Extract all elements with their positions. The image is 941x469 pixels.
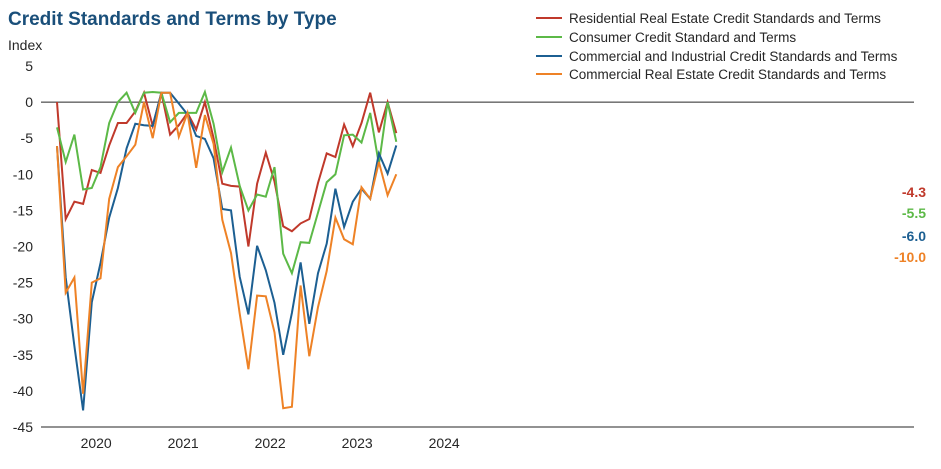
y-tick-label: -45	[13, 419, 33, 435]
legend-label-consumer: Consumer Credit Standard and Terms	[569, 30, 796, 45]
series-line-consumer	[56, 88, 398, 277]
y-tick-label: -40	[13, 383, 33, 399]
x-tick-label: 2021	[168, 435, 199, 451]
x-tick-label: 2022	[255, 435, 286, 451]
legend-label-cre: Commercial Real Estate Credit Standards …	[569, 67, 886, 82]
y-tick-label: -35	[13, 347, 33, 363]
y-tick-label: 0	[25, 94, 33, 110]
x-axis: 2020 2021 2022 2023 2024	[41, 101, 914, 451]
y-tick-label: -25	[13, 275, 33, 291]
x-tick-label: 2020	[81, 435, 112, 451]
x-tick-label: 2023	[342, 435, 373, 451]
end-label-cre: -10.0	[894, 249, 926, 265]
series-lines	[56, 88, 398, 411]
chart-title: Credit Standards and Terms by Type	[8, 9, 337, 30]
end-label-ci: -6.0	[902, 228, 926, 244]
series-line-residential	[56, 89, 398, 247]
legend: Residential Real Estate Credit Standards…	[536, 11, 898, 82]
end-label-residential: -4.3	[902, 184, 926, 200]
legend-label-residential: Residential Real Estate Credit Standards…	[569, 11, 881, 26]
y-tick-label: -5	[21, 130, 34, 146]
end-labels: -4.3 -5.5 -6.0 -10.0	[894, 184, 926, 265]
y-tick-label: -20	[13, 239, 33, 255]
series-line-ci	[56, 91, 398, 411]
y-tick-label: 5	[25, 58, 33, 74]
legend-label-ci: Commercial and Industrial Credit Standar…	[569, 49, 898, 64]
y-axis-ticks: 5 0 -5 -10 -15 -20 -25 -30 -35 -40 -45	[13, 58, 33, 435]
end-label-consumer: -5.5	[902, 205, 926, 221]
x-tick-label: 2024	[429, 435, 460, 451]
y-tick-label: -15	[13, 202, 33, 218]
y-tick-label: -30	[13, 311, 33, 327]
series-line-cre	[56, 91, 398, 410]
y-axis-label: Index	[8, 37, 42, 53]
y-tick-label: -10	[13, 166, 33, 182]
